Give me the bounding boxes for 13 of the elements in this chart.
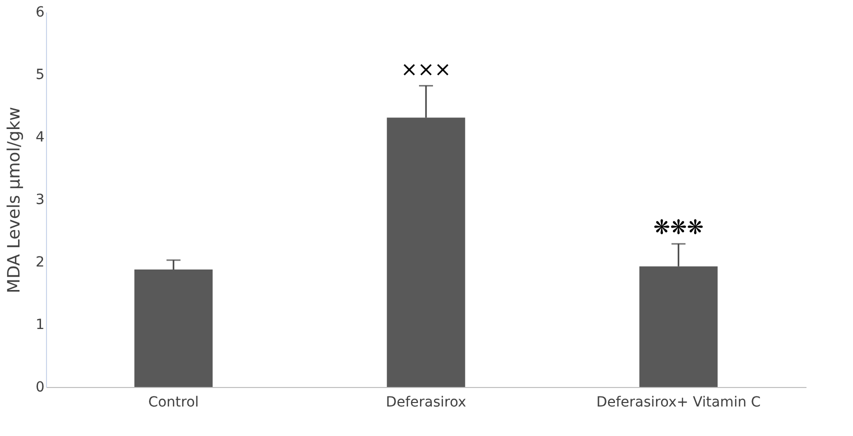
y-tick-label: 2 bbox=[36, 254, 44, 270]
y-tick-label: 4 bbox=[36, 130, 45, 146]
x-tick-label: Deferasirox+ Vitamin C bbox=[596, 394, 761, 410]
x-tick-label: Deferasirox bbox=[386, 394, 466, 410]
annotation: ××× bbox=[400, 56, 452, 81]
x-tick-label: Control bbox=[148, 394, 199, 410]
y-tick-label: 0 bbox=[36, 380, 44, 396]
y-tick-label: 6 bbox=[36, 4, 45, 20]
y-tick-label: 5 bbox=[36, 67, 44, 83]
y-axis-title: MDA Levels µmol/gkw bbox=[4, 106, 25, 294]
annotation: ❋❋❋ bbox=[653, 214, 704, 239]
y-tick-label: 3 bbox=[36, 192, 44, 208]
y-tick-label: 1 bbox=[36, 317, 44, 333]
